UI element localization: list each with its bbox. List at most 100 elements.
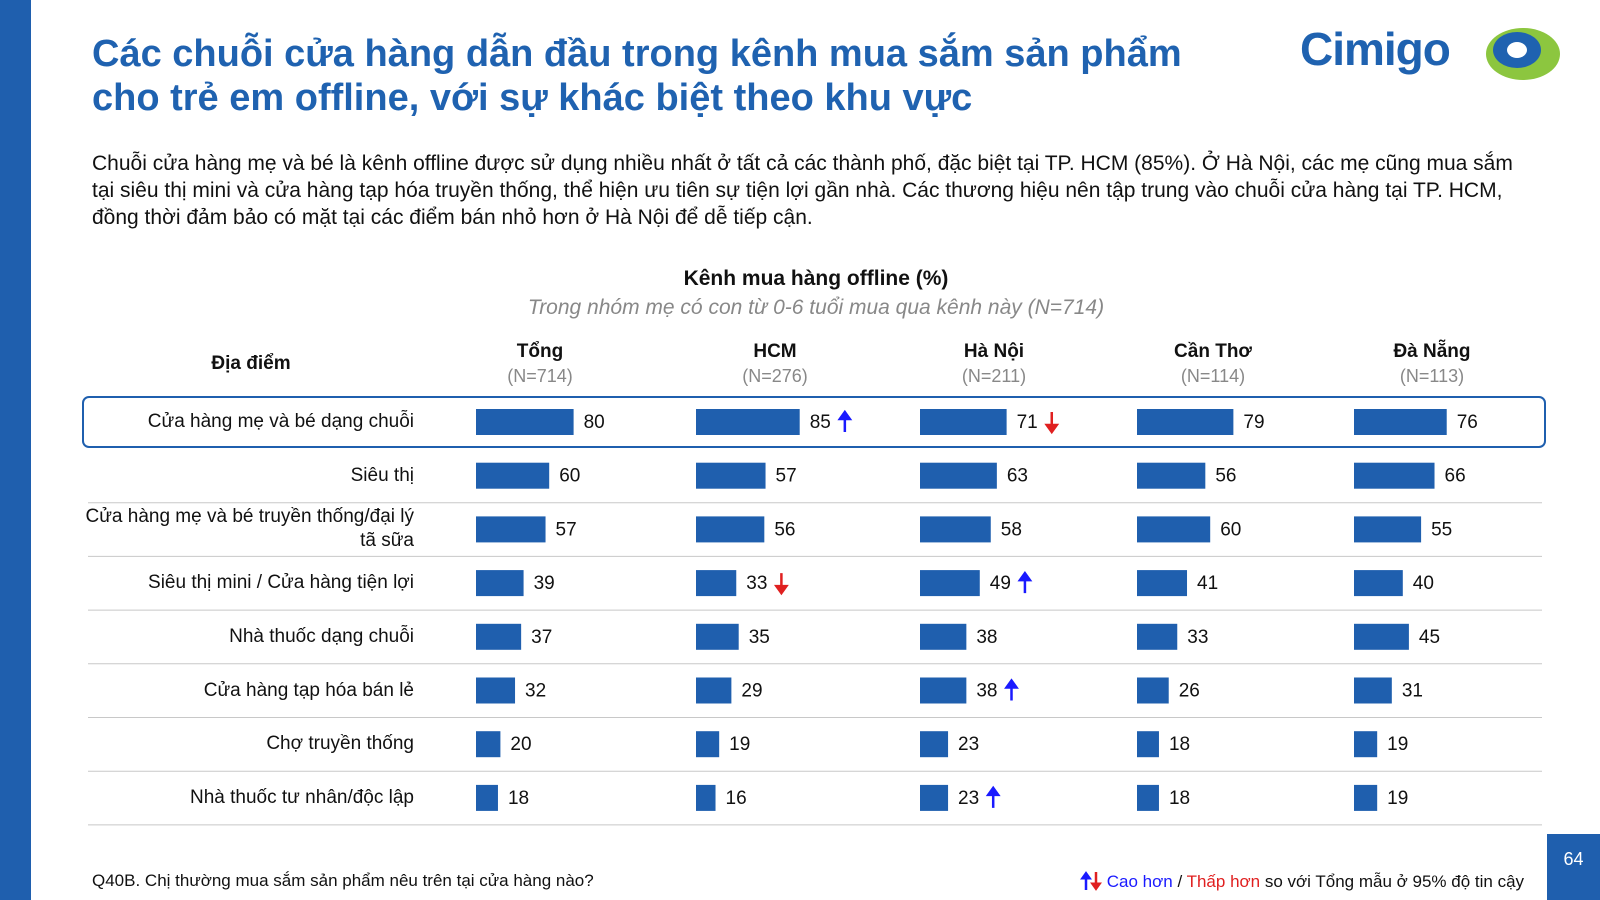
bar	[476, 570, 524, 597]
bar	[1137, 623, 1178, 650]
bar	[1354, 731, 1378, 758]
bar	[696, 409, 800, 435]
column-sample: (N=714)	[507, 366, 573, 386]
bar	[1137, 570, 1188, 597]
bar	[696, 516, 765, 543]
legend-arrows	[1080, 871, 1102, 891]
value-label: 80	[584, 412, 605, 433]
category-label: Cửa hàng tạp hóa bán lẻ	[203, 679, 414, 701]
bar	[476, 784, 498, 811]
value-label: 45	[1419, 627, 1440, 648]
bar	[476, 462, 550, 489]
significance-arrow	[1004, 678, 1019, 701]
bar	[476, 516, 546, 543]
value-label: 57	[556, 519, 577, 540]
column-header: Hà Nội	[964, 341, 1024, 362]
bar	[920, 570, 980, 597]
arrow-shape	[1017, 570, 1033, 594]
value-label: 18	[1169, 788, 1190, 809]
value-label: 57	[776, 466, 797, 487]
value-label: 60	[559, 466, 580, 487]
bar	[1354, 409, 1447, 435]
category-label: Nhà thuốc dạng chuỗi	[229, 625, 414, 647]
bar	[1354, 623, 1409, 650]
title-line: cho trẻ em offline, với sự khác biệt the…	[92, 77, 973, 119]
value-label: 19	[1387, 788, 1408, 809]
bar	[696, 570, 737, 597]
value-label: 38	[976, 627, 997, 648]
value-label: 33	[1187, 627, 1208, 648]
column-header: HCM	[753, 341, 796, 362]
category-label: Nhà thuốc tư nhân/độc lập	[190, 786, 414, 808]
category-label: Cửa hàng mẹ và bé dạng chuỗi	[147, 411, 414, 432]
value-label: 38	[976, 681, 997, 702]
value-label: 63	[1007, 466, 1028, 487]
title-line: Các chuỗi cửa hàng dẫn đầu trong kênh mu…	[92, 33, 1182, 75]
title: Các chuỗi cửa hàng dẫn đầu trong kênh mu…	[92, 32, 1182, 120]
bar	[1137, 731, 1159, 758]
value-label: 79	[1243, 412, 1264, 433]
value-label: 37	[531, 627, 552, 648]
bar	[1137, 784, 1159, 811]
value-label: 19	[729, 734, 750, 755]
value-label: 71	[1017, 412, 1038, 433]
bar	[476, 623, 522, 650]
bar	[920, 516, 991, 543]
bar	[1354, 570, 1403, 597]
bar	[1354, 784, 1378, 811]
value-label: 20	[510, 734, 531, 755]
arrow-shape	[1004, 678, 1019, 701]
bar	[1354, 677, 1392, 704]
arrow-shape	[773, 573, 789, 596]
bar	[696, 462, 766, 489]
bar	[920, 731, 949, 758]
value-label: 56	[774, 519, 795, 540]
bar	[1354, 462, 1435, 489]
footnote: Q40B. Chị thường mua sắm sản phẩm nêu tr…	[92, 871, 594, 890]
value-label: 29	[741, 681, 762, 702]
value-label: 49	[990, 573, 1011, 594]
bar	[920, 784, 949, 811]
value-label: 66	[1445, 466, 1466, 487]
column-header: Cần Thơ	[1174, 341, 1252, 362]
value-label: 76	[1457, 412, 1478, 433]
value-label: 58	[1001, 519, 1022, 540]
column-sample: (N=113)	[1400, 366, 1464, 386]
bar	[696, 623, 739, 650]
bar	[476, 731, 501, 758]
value-label: 85	[810, 412, 831, 433]
value-label: 18	[1169, 734, 1190, 755]
value-label: 60	[1220, 519, 1241, 540]
value-label: 55	[1431, 519, 1452, 540]
value-label: 41	[1197, 573, 1218, 594]
category-label: Siêu thị mini / Cửa hàng tiện lợi	[148, 572, 414, 594]
significance-arrow	[1044, 412, 1060, 435]
logo-text: Cimigo	[1300, 23, 1451, 75]
arrow-shape	[1044, 412, 1060, 435]
value-label: 23	[958, 734, 979, 755]
bar	[920, 677, 967, 704]
bar	[920, 462, 997, 489]
value-label: 40	[1413, 573, 1434, 594]
bar	[1354, 516, 1422, 543]
chart-title: Kênh mua hàng offline (%)	[683, 267, 949, 290]
arrow-shape	[837, 409, 853, 432]
significance-arrow	[773, 573, 789, 596]
value-label: 39	[534, 573, 555, 594]
legend-lower: Thấp hơn	[1186, 872, 1261, 891]
logo: Cimigo	[1300, 18, 1570, 88]
bar	[1137, 409, 1234, 435]
legend-note: so với Tổng mẫu ở 95% độ tin cậy	[1264, 872, 1525, 891]
value-label: 35	[749, 627, 770, 648]
value-label: 16	[726, 788, 747, 809]
column-sample: (N=276)	[742, 366, 808, 386]
legend-higher: Cao hơn	[1106, 872, 1173, 891]
body-text: Chuỗi cửa hàng mẹ và bé là kênh offline …	[92, 152, 1513, 229]
logo-eye	[1486, 28, 1560, 80]
column-header: Đà Nẵng	[1393, 339, 1470, 362]
side-stripe	[0, 0, 31, 900]
bar	[476, 409, 574, 435]
category-label: Siêu thị	[350, 464, 414, 486]
